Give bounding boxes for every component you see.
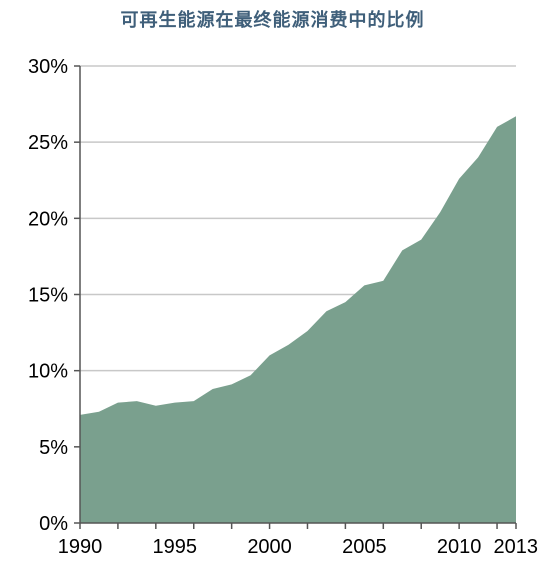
chart-title: 可再生能源在最终能源消费中的比例	[120, 10, 425, 31]
x-tick-label: 1990	[58, 536, 103, 558]
y-tick-label: 20%	[28, 208, 68, 230]
x-tick-label: 2010	[437, 536, 482, 558]
x-tick-labels: 1990 1995 2000 2005 2010 2013	[58, 536, 538, 558]
x-tick-label: 2000	[247, 536, 292, 558]
y-tick-label: 5%	[39, 437, 68, 459]
y-tick-label: 0%	[39, 513, 68, 535]
y-tick-labels: 0% 5% 10% 15% 20% 25% 30%	[28, 56, 68, 535]
x-tick-label: 2013	[494, 536, 539, 558]
y-tick-label: 30%	[28, 56, 68, 78]
x-tick-label: 2005	[342, 536, 387, 558]
y-tick-label: 15%	[28, 285, 68, 307]
y-tick-label: 10%	[28, 361, 68, 383]
x-tick-label: 1995	[153, 536, 198, 558]
axes	[74, 65, 517, 529]
area-series	[80, 116, 516, 524]
y-tick-label: 25%	[28, 132, 68, 154]
area-fill	[80, 116, 516, 524]
